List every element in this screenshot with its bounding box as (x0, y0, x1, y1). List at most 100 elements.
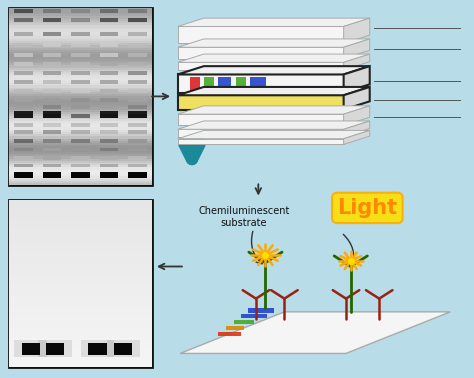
Bar (14, 172, 33, 176)
Bar (128, 32, 146, 36)
Bar (9, 30, 152, 32)
Bar (9, 96, 152, 99)
Bar (9, 221, 152, 225)
Bar (14, 98, 33, 102)
Bar (9, 68, 152, 70)
Polygon shape (344, 54, 370, 70)
Bar (71, 172, 90, 176)
Bar (9, 183, 152, 185)
Bar (9, 72, 152, 74)
Polygon shape (178, 114, 344, 125)
Bar (248, 308, 274, 313)
Bar (9, 39, 152, 41)
Bar (218, 332, 241, 336)
Bar (14, 114, 33, 118)
Bar (14, 43, 33, 46)
Bar (43, 172, 62, 178)
Bar (71, 71, 90, 75)
Bar (9, 132, 152, 134)
Bar (46, 343, 64, 355)
Bar (100, 80, 118, 84)
Bar (9, 45, 152, 48)
Bar (9, 79, 152, 81)
Bar (9, 25, 152, 28)
Bar (9, 103, 152, 105)
Polygon shape (344, 39, 370, 59)
Bar (9, 85, 152, 88)
Bar (100, 43, 118, 46)
Bar (9, 229, 152, 234)
Bar (100, 53, 118, 57)
Bar (71, 98, 90, 102)
Bar (128, 43, 146, 46)
Bar (14, 164, 33, 167)
Bar (43, 43, 62, 46)
Polygon shape (180, 312, 450, 353)
Bar (9, 338, 152, 342)
Bar (9, 59, 152, 61)
Bar (234, 320, 254, 324)
Bar (100, 105, 118, 109)
Bar (9, 50, 152, 52)
Bar (100, 89, 118, 93)
Bar (9, 123, 152, 125)
Bar (14, 18, 33, 22)
Bar (100, 98, 118, 102)
Bar (9, 333, 152, 338)
Bar (9, 358, 152, 363)
Bar (190, 77, 200, 90)
Bar (43, 9, 62, 13)
Bar (100, 147, 118, 152)
Bar (14, 71, 33, 75)
Bar (9, 16, 152, 19)
Bar (9, 304, 152, 308)
Bar (9, 56, 152, 59)
Bar (9, 48, 152, 50)
Bar (38, 340, 72, 357)
Polygon shape (178, 54, 370, 62)
Bar (9, 19, 152, 21)
Bar (128, 89, 146, 93)
Bar (128, 53, 146, 57)
Bar (9, 61, 152, 63)
Bar (9, 43, 152, 45)
Bar (218, 77, 231, 90)
Bar (43, 139, 62, 143)
Bar (14, 147, 33, 152)
Bar (9, 181, 152, 183)
Bar (128, 164, 146, 167)
Bar (43, 98, 62, 102)
Bar (100, 156, 118, 160)
Bar (9, 167, 152, 170)
Bar (128, 130, 146, 134)
Bar (100, 139, 118, 143)
Bar (9, 119, 152, 121)
Bar (9, 23, 152, 25)
Bar (9, 234, 152, 238)
Bar (9, 284, 152, 288)
Bar (9, 139, 152, 141)
Bar (14, 172, 33, 178)
Bar (9, 52, 152, 54)
Bar (71, 53, 90, 57)
Bar (14, 53, 33, 57)
Bar (9, 114, 152, 116)
Bar (9, 134, 152, 136)
Bar (9, 238, 152, 242)
Bar (9, 204, 152, 209)
Bar (9, 36, 152, 39)
Bar (71, 123, 90, 127)
Bar (100, 71, 118, 75)
Bar (128, 139, 146, 143)
Bar (71, 105, 90, 109)
Bar (9, 172, 152, 174)
Bar (71, 130, 90, 134)
Bar (9, 363, 152, 367)
Bar (43, 164, 62, 167)
Bar (9, 250, 152, 254)
Bar (9, 354, 152, 358)
Bar (100, 172, 118, 178)
Bar (14, 9, 33, 13)
Bar (14, 62, 33, 66)
Bar (9, 325, 152, 329)
